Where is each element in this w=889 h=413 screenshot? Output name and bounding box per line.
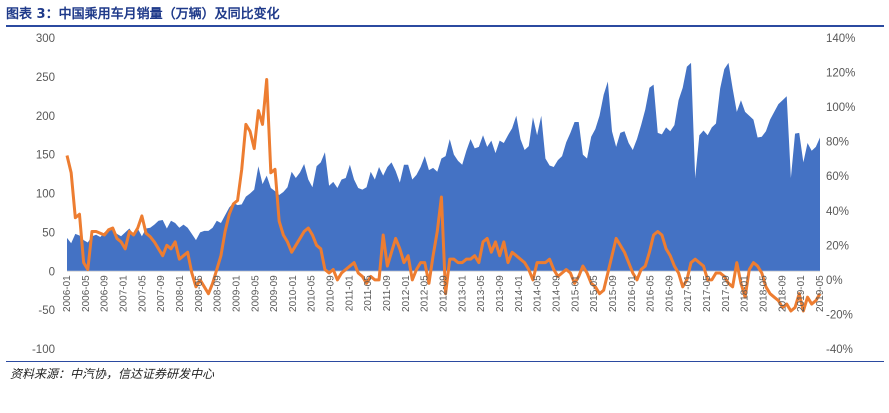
right-tick-label: 60% [826, 171, 849, 183]
x-tick-label: 2015-05 [589, 275, 600, 312]
x-tick-label: 2017-05 [702, 275, 713, 312]
x-tick-label: 2008-05 [194, 275, 205, 312]
x-tick-label: 2016-01 [627, 275, 638, 312]
x-tick-label: 2008-01 [175, 275, 186, 312]
right-tick-label: 20% [826, 240, 849, 252]
left-tick-label: 250 [36, 72, 55, 84]
right-tick-label: 100% [826, 102, 855, 114]
x-tick-label: 2015-09 [608, 275, 619, 312]
x-tick-label: 2013-09 [495, 275, 506, 312]
x-tick-label: 2012-05 [420, 275, 431, 312]
x-tick-label: 2007-09 [156, 275, 167, 312]
right-tick-label: 0% [826, 275, 843, 287]
right-tick-label: -20% [826, 309, 853, 321]
x-tick-label: 2013-05 [476, 275, 487, 312]
x-tick-label: 2013-01 [457, 275, 468, 312]
yoy-change-line [65, 77, 822, 313]
x-tick-label: 2009-01 [231, 275, 242, 312]
x-tick-label: 2007-01 [118, 275, 129, 312]
x-tick-label: 2012-01 [401, 275, 412, 312]
x-tick-label: 2006-05 [81, 275, 92, 312]
x-tick-label: 2006-09 [100, 275, 111, 312]
left-tick-label: 50 [42, 227, 55, 239]
x-tick-label: 2011-01 [344, 275, 355, 311]
x-tick-label: 2010-09 [326, 275, 337, 312]
x-tick-label: 2010-01 [288, 275, 299, 312]
source-rule [6, 361, 884, 362]
x-tick-label: 2018-09 [777, 275, 788, 312]
right-tick-label: 140% [826, 33, 855, 45]
left-tick-label: -50 [38, 305, 55, 317]
x-tick-label: 2019-01 [796, 275, 807, 312]
x-tick-label: 2007-05 [137, 275, 148, 312]
right-tick-label: 40% [826, 206, 849, 218]
monthly-sales-area [67, 62, 820, 272]
x-tick-label: 2014-05 [533, 275, 544, 312]
x-axis: 2006-01 2006-05 2006-09 2007-01 2007-05 2007-… [62, 275, 826, 312]
x-tick-label: 2008-09 [213, 275, 224, 312]
right-axis: 140% 120% 100% 80% 60% 40% 20% 0% -20% -40% [826, 33, 855, 356]
x-tick-label: 2016-05 [646, 275, 657, 312]
x-tick-label: 2012-09 [439, 275, 450, 312]
left-axis: 300 250 200 150 100 50 0 -50 -100 [32, 33, 55, 356]
x-tick-label: 2017-01 [683, 275, 694, 312]
x-tick-label: 2011-09 [382, 275, 393, 311]
left-tick-label: 200 [36, 111, 55, 123]
right-tick-label: -40% [826, 344, 853, 356]
sales-chart: 300 250 200 150 100 50 0 -50 -100 140% 120% 100% 80… [32, 33, 855, 356]
x-tick-label: 2018-01 [740, 275, 751, 312]
x-tick-label: 2010-05 [307, 275, 318, 312]
left-tick-label: 100 [36, 189, 55, 201]
left-tick-label: 300 [36, 33, 55, 45]
chart-title: 图表 3：中国乘用车月销量（万辆）及同比变化 [6, 7, 280, 22]
x-tick-label: 2019-05 [815, 275, 826, 312]
x-tick-label: 2016-09 [664, 275, 675, 312]
x-tick-label: 2006-01 [62, 275, 73, 312]
left-tick-label: 0 [49, 266, 55, 278]
left-tick-label: -100 [32, 344, 55, 356]
x-tick-label: 2009-05 [250, 275, 261, 312]
x-tick-label: 2014-01 [514, 275, 525, 312]
title-rule [6, 25, 884, 27]
x-tick-label: 2011-05 [363, 275, 374, 311]
x-tick-label: 2009-09 [269, 275, 280, 312]
x-tick-label: 2018-05 [759, 275, 770, 312]
right-tick-label: 80% [826, 137, 849, 149]
left-tick-label: 150 [36, 150, 55, 162]
x-tick-label: 2015-01 [570, 275, 581, 312]
right-tick-label: 120% [826, 68, 855, 80]
x-tick-label: 2017-09 [721, 275, 732, 312]
x-tick-label: 2014-09 [551, 275, 562, 312]
source-note: 资料来源：中汽协，信达证券研发中心 [10, 367, 215, 381]
